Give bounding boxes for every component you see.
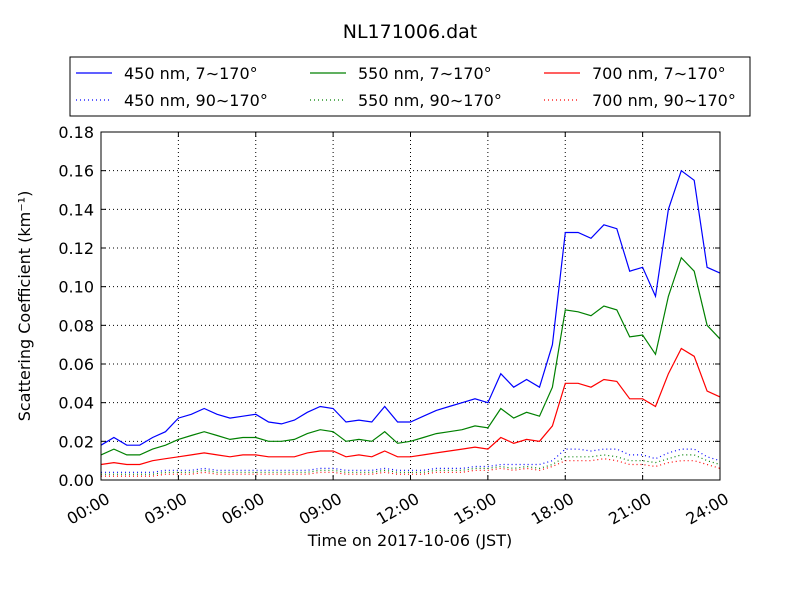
x-axis-label: Time on 2017-10-06 (JST) [307,531,512,550]
y-tick-label: 0.02 [58,432,94,451]
legend-label: 550 nm, 7∼170° [358,64,492,83]
y-axis-label: Scattering Coefficient (km⁻¹) [15,191,34,422]
data-line [100,169,721,446]
y-tick-label: 0.04 [58,394,94,413]
legend-label: 450 nm, 7∼170° [124,64,258,83]
y-tick-label: 0.14 [58,200,94,219]
y-tick-label: 0.00 [58,471,94,490]
y-tick-label: 0.08 [58,316,94,335]
y-tick-label: 0.06 [58,355,94,374]
y-tick-label: 0.10 [58,278,94,297]
y-tick-label: 0.18 [58,123,94,142]
legend-box [69,56,751,117]
data-line [100,256,721,456]
y-tick-label: 0.12 [58,239,94,258]
legend-label: 450 nm, 90∼170° [124,91,268,110]
legend-label: 700 nm, 7∼170° [592,64,726,83]
y-tick-label: 0.16 [58,162,94,181]
data-line [101,454,721,475]
data-line [100,347,721,466]
legend-label: 550 nm, 90∼170° [358,91,502,110]
chart-title: NL171006.dat [343,21,478,43]
legend-label: 700 nm, 90∼170° [592,91,736,110]
plot-frame [100,131,721,481]
